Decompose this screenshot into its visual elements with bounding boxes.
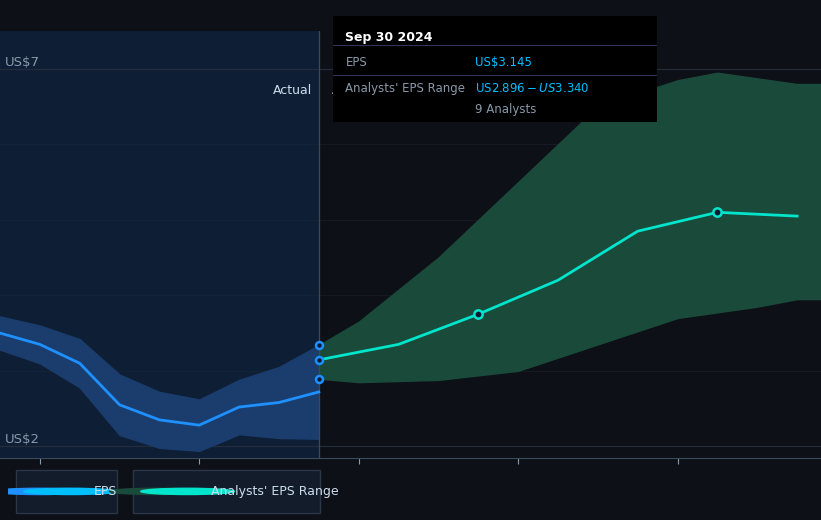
Circle shape — [24, 488, 117, 495]
Text: EPS: EPS — [346, 56, 367, 69]
Circle shape — [110, 488, 204, 495]
Circle shape — [0, 488, 86, 495]
Bar — [0, 31, 319, 458]
Text: Analysts Forecasts: Analysts Forecasts — [332, 84, 448, 97]
Text: Actual: Actual — [273, 84, 313, 97]
Text: Sep 30 2024: Sep 30 2024 — [346, 31, 433, 44]
Text: Analysts' EPS Range: Analysts' EPS Range — [211, 485, 338, 498]
Circle shape — [141, 488, 235, 495]
Text: Analysts' EPS Range: Analysts' EPS Range — [346, 82, 466, 95]
Text: EPS: EPS — [94, 485, 117, 498]
Text: 9 Analysts: 9 Analysts — [475, 103, 537, 116]
Text: US$7: US$7 — [5, 56, 39, 69]
Text: US$3.145: US$3.145 — [475, 56, 532, 69]
Text: US$2.896 - US$3.340: US$2.896 - US$3.340 — [475, 82, 589, 95]
Text: US$2: US$2 — [5, 433, 39, 446]
FancyBboxPatch shape — [133, 470, 320, 513]
FancyBboxPatch shape — [16, 470, 117, 513]
